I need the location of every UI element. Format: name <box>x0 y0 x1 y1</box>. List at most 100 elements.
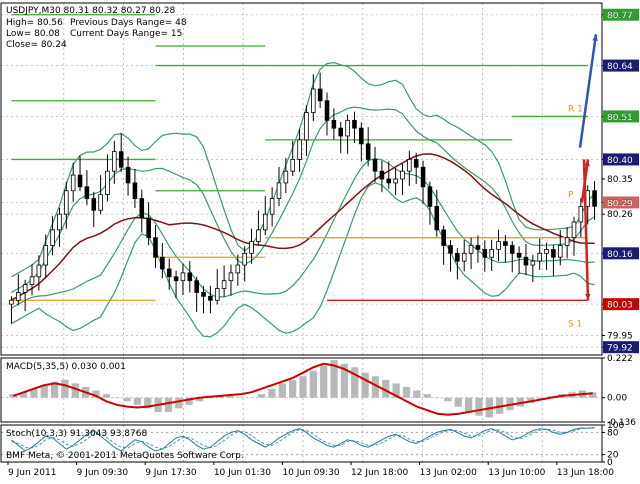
candle-body <box>530 260 536 266</box>
macd-panel[interactable] <box>9 360 597 418</box>
macd-histogram-bar <box>144 397 152 409</box>
price-level-tag <box>603 247 639 260</box>
price-panel[interactable] <box>9 14 598 338</box>
macd-histogram-bar <box>340 363 349 398</box>
macd-y-tick-label: 0.222 <box>607 354 633 364</box>
info-line: Low= 80.08 <box>6 29 60 39</box>
x-tick-label: 10 Jun 09:30 <box>282 468 339 478</box>
macd-histogram-bar <box>464 397 473 412</box>
price-level-tag-label: 80.64 <box>607 62 633 72</box>
y-tick-label: 80.29 <box>607 198 633 208</box>
candle-body <box>393 178 398 184</box>
macd-histogram-bar <box>413 390 421 398</box>
candle-body <box>448 245 453 254</box>
candle-body <box>434 205 440 231</box>
info-line: Previous Days Range= 48 <box>70 18 187 28</box>
candle-body <box>187 272 193 282</box>
candle-body <box>43 245 49 266</box>
info-line: High= 80.56 <box>6 18 63 28</box>
candle-body <box>160 256 165 270</box>
macd-histogram-bar <box>351 367 359 398</box>
candle-body <box>283 170 289 184</box>
pivot-label: S 1 <box>568 320 582 330</box>
macd-histogram-bar <box>92 390 100 398</box>
macd-histogram-bar <box>289 379 297 398</box>
candle-body <box>475 245 481 250</box>
candle-body <box>551 248 556 258</box>
candle-body <box>331 119 337 129</box>
candle-body <box>297 139 302 160</box>
y-tick-label: 80.40 <box>607 155 633 165</box>
candle-body <box>166 268 172 278</box>
price-level-tag-label: 80.16 <box>607 250 633 260</box>
y-tick-label: 80.35 <box>607 175 633 185</box>
macd-histogram-bar <box>371 376 380 398</box>
candle-body <box>208 295 213 301</box>
panel-frame <box>0 424 603 463</box>
bollinger-lower-outer <box>11 182 595 338</box>
candle-body <box>461 252 467 262</box>
pivot-label: P <box>568 191 574 201</box>
macd-histogram-bar <box>102 394 110 398</box>
stoch-main-line <box>11 427 595 452</box>
forecast-arrowhead <box>592 34 598 42</box>
candle-body <box>290 159 295 172</box>
price-level-tag <box>603 8 639 21</box>
candle-body <box>441 229 446 246</box>
candle-body <box>50 229 55 246</box>
candle-body <box>153 237 158 258</box>
macd-histogram-bar <box>268 388 276 398</box>
candle-body <box>118 151 124 168</box>
x-tick-label: 9 Jun 09:30 <box>77 468 129 478</box>
stochastic-panel[interactable] <box>11 427 595 452</box>
candle-body <box>256 229 261 242</box>
macd-histogram-bar <box>309 370 317 398</box>
candle-body <box>221 280 227 289</box>
y-tick-label: 79.95 <box>607 331 633 341</box>
candle-body <box>235 264 241 274</box>
stoch-title: Stoch(10,3,3) 91.3043 93.8768 <box>6 429 147 439</box>
candle-body <box>112 151 117 172</box>
macd-histogram-bar <box>320 365 328 398</box>
symbol-header: USDJPY,M30 80.31 80.32 80.27 80.28 <box>6 6 175 16</box>
macd-histogram-bar <box>299 376 307 398</box>
candle-body <box>516 252 522 258</box>
candle-body <box>22 284 28 293</box>
macd-signal-line <box>12 362 593 416</box>
candle-body <box>311 88 316 113</box>
candle-body <box>482 248 488 258</box>
candle-body <box>84 186 90 199</box>
y-tick-label: 80.03 <box>607 300 633 310</box>
macd-histogram-bar <box>164 397 173 412</box>
macd-histogram-bar <box>402 386 411 398</box>
candle-body <box>324 100 330 121</box>
macd-histogram-bar <box>71 383 79 398</box>
macd-histogram-bar <box>433 397 442 399</box>
candle-body <box>413 159 419 168</box>
x-tick-label: 10 Jun 01:30 <box>214 468 271 478</box>
candle-body <box>70 174 76 192</box>
price-level-tag <box>603 153 639 166</box>
candle-body <box>503 241 508 246</box>
candle-body <box>125 166 131 184</box>
price-level-tag-label: 80.29 <box>607 199 633 209</box>
candle-body <box>509 245 515 254</box>
x-tick-label: 9 Jun 17:30 <box>145 468 197 478</box>
candle-body <box>9 299 14 305</box>
price-level-tag <box>603 196 639 209</box>
candle-body <box>139 198 145 219</box>
macd-histogram-bar <box>206 397 214 399</box>
candle-body <box>146 217 151 239</box>
candle-body <box>228 272 234 282</box>
y-tick-label: 80.64 <box>607 62 633 72</box>
macd-histogram-bar <box>237 397 245 399</box>
y-tick-label: 80.77 <box>607 11 633 21</box>
candle-body <box>180 272 186 282</box>
candle-body <box>372 159 378 172</box>
candle-body <box>352 119 357 129</box>
info-line: Current Days Range= 15 <box>70 29 182 39</box>
candle-body <box>269 198 275 215</box>
stoch-signal-line <box>11 427 595 450</box>
